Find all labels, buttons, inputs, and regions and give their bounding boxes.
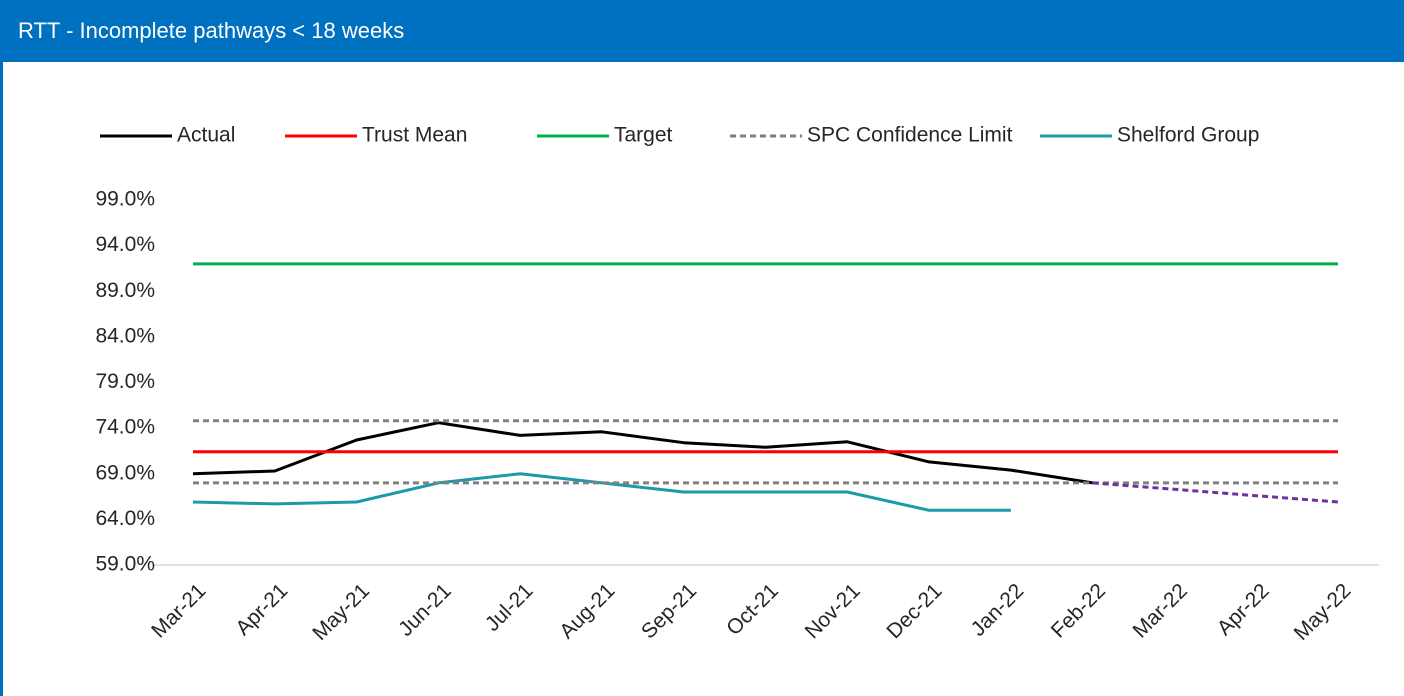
y-tick-label: 59.0% [95, 553, 155, 576]
header-bar [0, 0, 1404, 62]
y-tick-label: 89.0% [95, 279, 155, 302]
y-tick-label: 69.0% [95, 461, 155, 484]
legend-label: Trust Mean [362, 124, 467, 147]
line-series [1092, 481, 1339, 504]
y-tick-label: 79.0% [95, 370, 155, 393]
legend-label: Shelford Group [1117, 124, 1259, 147]
line-series [192, 472, 1011, 512]
y-tick-label: 74.0% [95, 416, 155, 439]
legend-label: Target [614, 124, 673, 147]
line-series [192, 421, 1093, 485]
y-tick-label: 94.0% [95, 233, 155, 256]
legend-label: SPC Confidence Limit [807, 124, 1013, 147]
y-tick-label: 64.0% [95, 507, 155, 530]
y-tick-label: 99.0% [95, 188, 155, 211]
legend-label: Actual [177, 124, 235, 147]
y-tick-label: 84.0% [95, 324, 155, 347]
left-border [0, 0, 3, 696]
chart-title: RTT - Incomplete pathways < 18 weeks [18, 18, 404, 43]
